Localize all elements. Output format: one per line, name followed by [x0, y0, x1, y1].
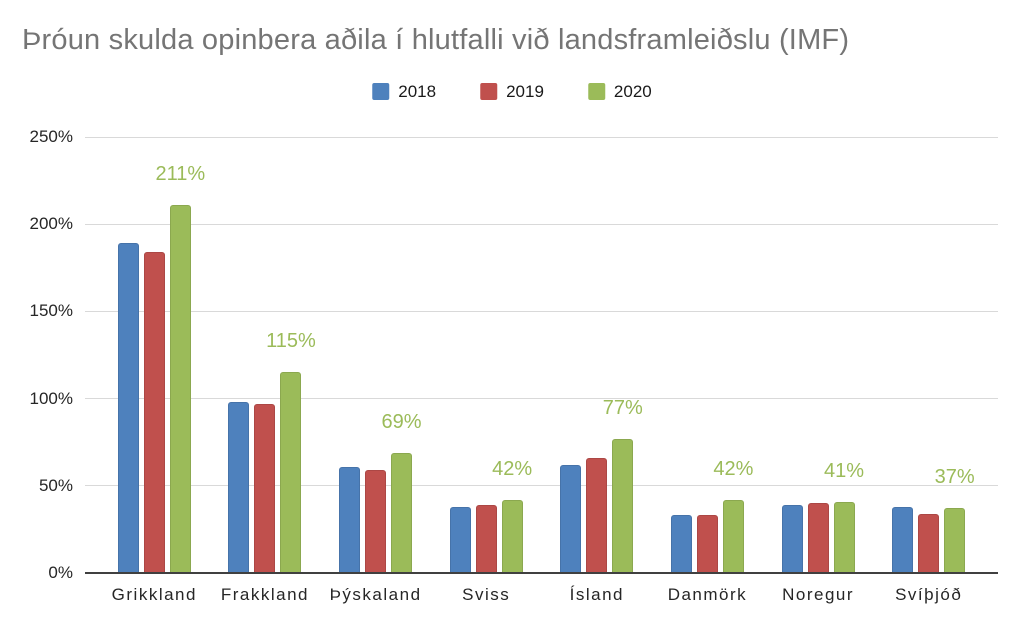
- x-category-label-Sviss: Sviss: [462, 585, 511, 604]
- gridline-250%: [85, 136, 998, 138]
- legend-label: 2020: [613, 82, 652, 101]
- bar-slot: [143, 137, 165, 573]
- gridline-100%: [85, 398, 998, 400]
- data-label-Ísland: 77%: [602, 396, 643, 419]
- bar-slot: [696, 137, 718, 573]
- bar-slot: 42%: [713, 137, 753, 573]
- bar-Frakkland-2018: [228, 402, 250, 573]
- x-category-label-Frakkland: Frakkland: [220, 585, 310, 604]
- y-tick-label: 250%: [29, 127, 73, 146]
- bar-group-Sviss: 42% Sviss: [431, 137, 542, 604]
- bar-group-Ísland: 77% Ísland: [542, 137, 653, 604]
- data-label-Svíþjóð: 37%: [934, 466, 975, 489]
- y-tick-label: 50%: [38, 475, 73, 495]
- bar-slot: [781, 137, 803, 573]
- y-tick-label: 100%: [29, 388, 73, 408]
- bar-Svíþjóð-2020: [944, 508, 966, 573]
- legend-swatch-2020: [587, 83, 605, 100]
- legend-item-2018: 2018: [372, 83, 436, 100]
- bar-Svíþjóð-2018: [892, 506, 914, 573]
- bar-groups: 211% Grikkland 115% Frakkland 69% Þýskaland 42…: [99, 137, 984, 604]
- bar-Noregur-2020: [833, 501, 855, 573]
- x-category-label-Grikkland: Grikkland: [111, 585, 197, 604]
- x-category-label-Noregur: Noregur: [782, 585, 855, 604]
- data-label-Danmörk: 42%: [713, 457, 754, 480]
- legend-swatch-2019: [480, 83, 498, 100]
- x-category-label-Danmörk: Danmörk: [667, 585, 748, 604]
- bar-group-Frakkland: 115% Frakkland: [210, 137, 321, 604]
- data-label-Þýskaland: 69%: [381, 410, 422, 433]
- bar-slot: 37%: [935, 137, 975, 573]
- y-tick-label: 150%: [29, 301, 73, 321]
- bar-slot: 69%: [382, 137, 422, 573]
- bar-Danmörk-2018: [670, 515, 692, 573]
- data-label-Grikkland: 211%: [155, 163, 206, 186]
- bar-Svíþjóð-2019: [918, 513, 940, 573]
- y-tick-label: 0%: [48, 563, 73, 582]
- chart-title: Þróun skulda opinbera aðila í hlutfalli …: [22, 24, 850, 56]
- bar-slot: [670, 137, 692, 573]
- gridline-150%: [85, 310, 998, 312]
- x-category-label-Svíþjóð: Svíþjóð: [895, 585, 963, 604]
- bar-Frakkland-2020: [280, 372, 302, 573]
- data-label-Noregur: 41%: [824, 459, 865, 482]
- bar-group-Grikkland: 211% Grikkland: [99, 137, 210, 604]
- bar-Sviss-2018: [449, 506, 471, 573]
- bar-slot: 77%: [603, 137, 643, 573]
- bar-Sviss-2019: [475, 504, 497, 573]
- bar-Grikkland-2020: [169, 205, 191, 573]
- bar-slot: [254, 137, 276, 573]
- plot-area: 0% 50% 100% 150% 200% 250% 211% Grikkland 115% F…: [30, 127, 998, 604]
- bar-slot: [449, 137, 471, 573]
- bar-Danmörk-2019: [696, 515, 718, 573]
- bar-slot: [892, 137, 914, 573]
- bar-group-Danmörk: 42% Danmörk: [652, 137, 763, 604]
- bar-Ísland-2020: [612, 438, 634, 573]
- x-category-label-Þýskaland: Þýskaland: [329, 585, 422, 604]
- bar-Þýskaland-2019: [365, 470, 387, 573]
- bar-group-Svíþjóð: 37% Svíþjóð: [873, 137, 984, 604]
- bar-Noregur-2018: [781, 504, 803, 573]
- gridline-200%: [85, 223, 998, 225]
- legend-swatch-2018: [372, 83, 390, 100]
- data-label-Frakkland: 115%: [266, 330, 316, 353]
- chart-legend: 2018 2019 2020: [372, 82, 652, 101]
- bar-slot: [586, 137, 608, 573]
- bar-Sviss-2020: [501, 499, 523, 573]
- bar-slot: [228, 137, 250, 573]
- bar-slot: 42%: [492, 137, 532, 573]
- legend-label: 2018: [398, 82, 437, 101]
- gridline-50%: [85, 485, 998, 487]
- bar-Danmörk-2020: [722, 499, 744, 573]
- bar-group-Noregur: 41% Noregur: [763, 137, 874, 604]
- bar-slot: [117, 137, 139, 573]
- bar-slot: 115%: [266, 137, 316, 573]
- bar-slot: 41%: [824, 137, 864, 573]
- bar-slot: [807, 137, 829, 573]
- data-label-Sviss: 42%: [492, 457, 533, 480]
- bar-Grikkland-2019: [143, 252, 165, 573]
- bar-slot: [475, 137, 497, 573]
- bar-Ísland-2019: [586, 457, 608, 573]
- bar-slot: 211%: [155, 137, 205, 573]
- legend-item-2019: 2019: [480, 83, 544, 100]
- bar-slot: [560, 137, 582, 573]
- x-category-label-Ísland: Ísland: [569, 585, 624, 604]
- bar-slot: [339, 137, 361, 573]
- bar-group-Þýskaland: 69% Þýskaland: [320, 137, 431, 604]
- bar-Noregur-2019: [807, 503, 829, 573]
- legend-item-2020: 2020: [587, 82, 652, 101]
- bar-Ísland-2018: [560, 464, 582, 573]
- bar-Frakkland-2019: [254, 403, 276, 573]
- bar-Þýskaland-2020: [391, 452, 413, 573]
- y-tick-label: 200%: [29, 214, 73, 234]
- x-axis-line: [85, 572, 998, 574]
- bar-slot: [365, 137, 387, 573]
- bar-Grikkland-2018: [117, 243, 139, 573]
- bar-slot: [918, 137, 940, 573]
- bar-Þýskaland-2018: [339, 466, 361, 573]
- legend-label: 2019: [506, 82, 544, 101]
